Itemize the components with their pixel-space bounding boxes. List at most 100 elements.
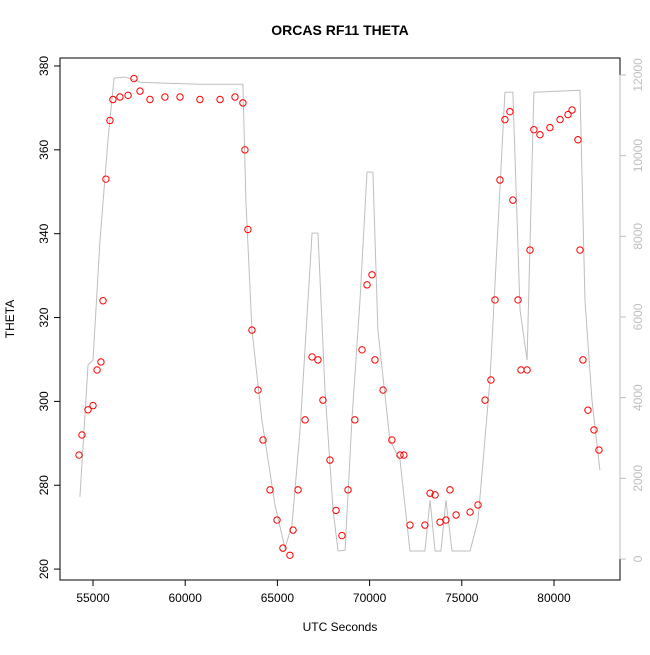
data-point	[426, 489, 434, 497]
data-point	[421, 521, 429, 529]
data-point	[363, 281, 371, 289]
data-point	[576, 246, 584, 254]
data-point	[102, 175, 110, 183]
data-point	[266, 486, 274, 494]
data-point	[526, 246, 534, 254]
y-tick-label: 260	[37, 559, 51, 579]
data-point	[481, 396, 489, 404]
data-point	[216, 95, 224, 104]
data-point	[130, 74, 138, 83]
data-point	[496, 176, 504, 184]
y2-tick-label: 10000	[631, 139, 645, 173]
data-point	[406, 521, 414, 529]
data-point	[146, 95, 154, 104]
y2-tick-label: 4000	[631, 384, 645, 411]
data-point	[344, 486, 352, 494]
data-point	[161, 93, 169, 101]
y2-tick-label: 12000	[631, 58, 645, 92]
data-point	[536, 131, 544, 139]
data-point	[446, 486, 454, 494]
data-point	[289, 526, 297, 534]
data-line	[79, 76, 601, 552]
data-point	[136, 87, 144, 95]
data-point	[574, 136, 582, 144]
data-point	[530, 125, 538, 134]
chart-title: ORCAS RF11 THETA	[271, 22, 408, 38]
data-point	[326, 456, 334, 464]
data-point	[514, 296, 522, 304]
data-point	[506, 107, 514, 116]
data-point	[314, 356, 322, 364]
data-point	[231, 93, 239, 101]
data-point	[308, 353, 316, 361]
y-tick-label: 340	[37, 223, 51, 243]
y2-tick-label: 6000	[631, 303, 645, 330]
data-point	[239, 99, 247, 107]
data-point	[124, 91, 132, 100]
y2-tick-label: 8000	[631, 223, 645, 250]
data-point	[474, 501, 482, 509]
data-point	[244, 225, 252, 234]
y2-tick-label: 0	[631, 555, 645, 562]
data-point	[273, 516, 281, 524]
data-point	[241, 146, 249, 154]
y-tick-label: 300	[37, 391, 51, 411]
data-point	[106, 116, 114, 125]
data-point	[84, 406, 92, 414]
data-point	[431, 491, 439, 499]
data-point	[452, 511, 460, 519]
data-point	[338, 531, 346, 540]
data-point	[556, 115, 564, 124]
data-point	[286, 551, 294, 559]
data-point	[78, 431, 86, 439]
data-point	[109, 95, 117, 104]
data-point	[584, 406, 592, 414]
data-point	[75, 451, 83, 459]
data-point	[379, 386, 387, 394]
data-point	[116, 93, 124, 101]
y-tick-label: 280	[37, 475, 51, 495]
data-point	[466, 508, 474, 516]
y-tick-label: 360	[37, 139, 51, 159]
data-point	[332, 506, 340, 515]
data-point	[491, 296, 499, 304]
data-point	[564, 110, 572, 119]
x-axis-label: UTC Seconds	[303, 620, 378, 634]
data-point	[396, 451, 404, 459]
x-tick-label: 70000	[353, 591, 387, 605]
data-point	[97, 358, 105, 366]
data-point	[579, 356, 587, 364]
data-point	[590, 426, 598, 434]
data-point	[487, 376, 495, 384]
data-point	[196, 95, 204, 104]
data-point	[368, 271, 376, 279]
data-point	[523, 366, 531, 374]
data-point	[501, 115, 509, 124]
data-point	[546, 123, 554, 132]
data-point	[509, 196, 517, 204]
data-point	[279, 544, 287, 552]
y-tick-label: 320	[37, 307, 51, 327]
data-point	[248, 326, 256, 334]
data-point	[99, 297, 107, 305]
data-point	[595, 446, 603, 454]
data-point	[89, 401, 97, 410]
data-point	[176, 93, 184, 101]
x-tick-label: 60000	[169, 591, 203, 605]
data-point	[568, 106, 576, 114]
x-tick-label: 80000	[537, 591, 571, 605]
data-point	[442, 516, 450, 524]
data-point	[93, 366, 101, 374]
data-point	[371, 356, 379, 364]
data-point	[388, 436, 396, 444]
data-point	[301, 416, 309, 424]
y2-tick-label: 2000	[631, 465, 645, 492]
x-tick-label: 65000	[261, 591, 295, 605]
y-tick-label: 380	[37, 56, 51, 76]
y-axis-label: THETA	[3, 300, 17, 338]
data-point	[358, 346, 366, 354]
data-point	[254, 386, 262, 394]
x-tick-label: 75000	[445, 591, 479, 605]
